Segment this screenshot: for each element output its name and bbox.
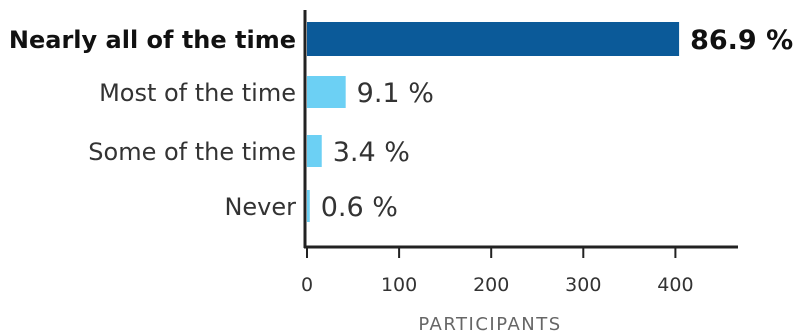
bar — [307, 135, 322, 167]
x-tick-label: 100 — [381, 274, 417, 296]
data-label: 3.4 % — [333, 137, 410, 168]
x-axis-label: PARTICIPANTS — [418, 314, 561, 335]
bar — [307, 22, 680, 56]
data-labels: 86.9 % 9.1 % 3.4 % 0.6 % — [321, 25, 793, 223]
bar — [307, 190, 310, 222]
category-label: Most of the time — [99, 79, 296, 107]
category-label: Nearly all of the time — [9, 26, 296, 54]
category-label: Never — [224, 193, 296, 221]
category-labels: Nearly all of the time Most of the time So… — [9, 26, 296, 221]
category-label: Some of the time — [88, 138, 296, 166]
x-tick-label: 400 — [657, 274, 693, 296]
data-label: 86.9 % — [690, 25, 793, 56]
bars — [307, 22, 680, 222]
data-label: 9.1 % — [357, 78, 434, 109]
x-tick-label: 0 — [301, 274, 313, 296]
x-tick-label: 200 — [473, 274, 509, 296]
x-tick-label: 300 — [565, 274, 601, 296]
bar — [307, 76, 346, 108]
data-label: 0.6 % — [321, 192, 398, 223]
x-axis-ticks: 0 100 200 300 400 — [301, 247, 694, 296]
